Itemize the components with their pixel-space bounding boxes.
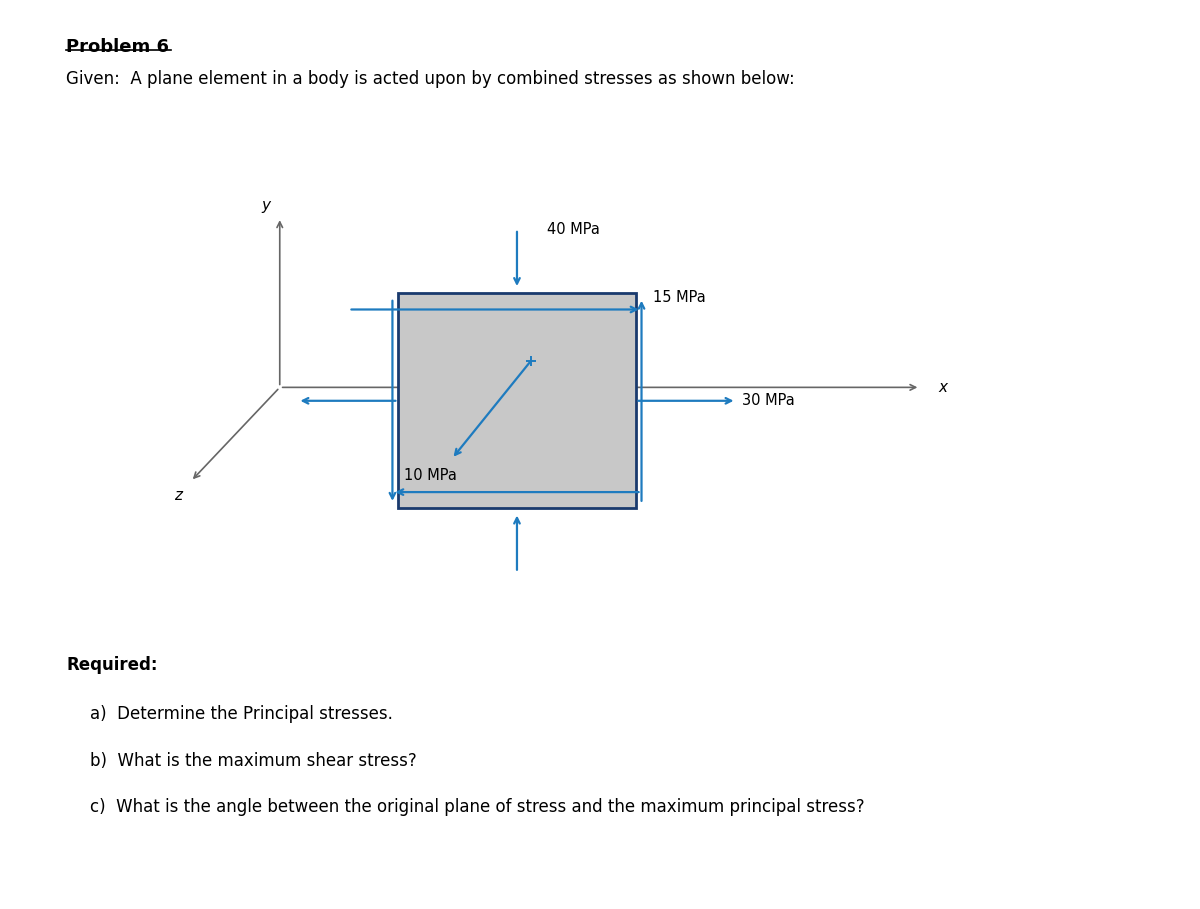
Text: 40 MPa: 40 MPa: [547, 222, 600, 236]
Text: 10 MPa: 10 MPa: [404, 468, 457, 483]
Text: x: x: [938, 380, 947, 395]
Text: 15 MPa: 15 MPa: [653, 290, 706, 305]
Text: a)  Determine the Principal stresses.: a) Determine the Principal stresses.: [90, 705, 392, 724]
Text: 30 MPa: 30 MPa: [743, 394, 796, 408]
Text: Required:: Required:: [66, 656, 157, 674]
Text: Problem 6: Problem 6: [66, 38, 169, 56]
Text: c)  What is the angle between the original plane of stress and the maximum princ: c) What is the angle between the origina…: [90, 798, 864, 816]
Text: Given:  A plane element in a body is acted upon by combined stresses as shown be: Given: A plane element in a body is acte…: [66, 70, 796, 87]
Text: y: y: [262, 198, 270, 213]
Text: z: z: [174, 487, 182, 503]
Text: b)  What is the maximum shear stress?: b) What is the maximum shear stress?: [90, 752, 416, 770]
Bar: [398, 294, 636, 508]
